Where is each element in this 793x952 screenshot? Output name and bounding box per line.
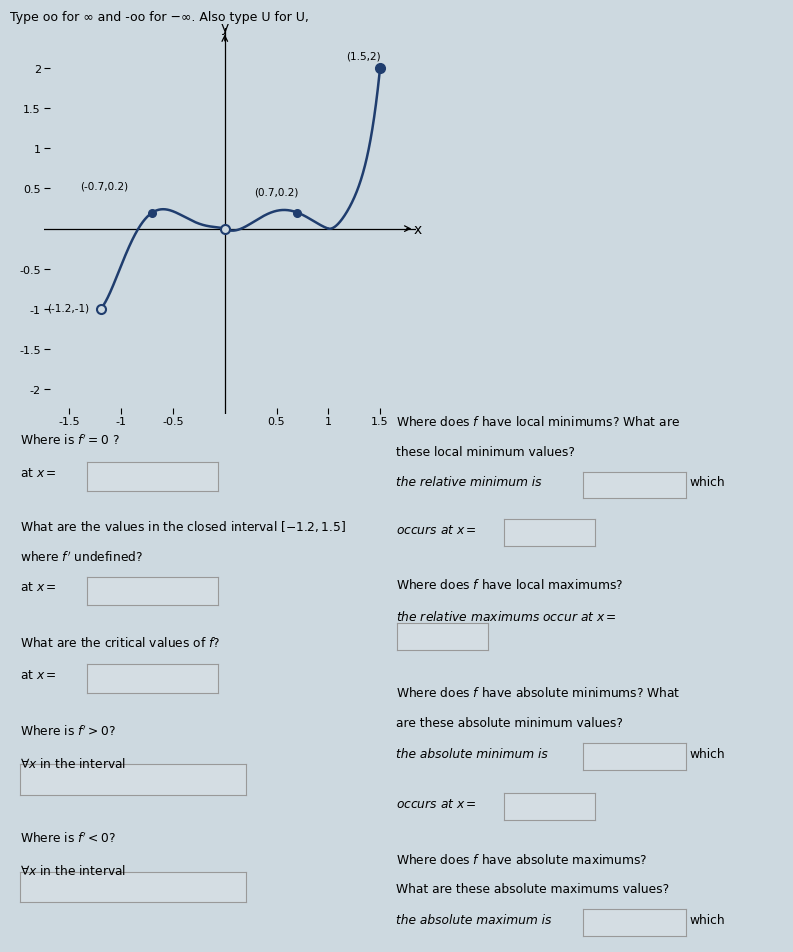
Text: occurs at $x=$: occurs at $x=$ <box>396 524 477 537</box>
Text: Where does $f$ have absolute minimums? What: Where does $f$ have absolute minimums? W… <box>396 685 681 700</box>
Text: at $x=$: at $x=$ <box>20 581 56 594</box>
Text: Type oo for ∞ and -oo for −∞. Also type U for U,: Type oo for ∞ and -oo for −∞. Also type … <box>10 11 309 25</box>
Text: at $x=$: at $x=$ <box>20 668 56 682</box>
Text: y: y <box>220 21 229 35</box>
Text: What are the values in the closed interval $[-1.2, 1.5]$: What are the values in the closed interv… <box>20 519 346 534</box>
Text: Where is $f'=0$ ?: Where is $f'=0$ ? <box>20 433 120 447</box>
Text: (-1.2,-1): (-1.2,-1) <box>47 304 89 313</box>
Text: which: which <box>690 476 726 489</box>
Text: the relative maximums occur at $x=$: the relative maximums occur at $x=$ <box>396 609 617 624</box>
Text: which: which <box>690 747 726 761</box>
Text: where $f'$ undefined?: where $f'$ undefined? <box>20 550 143 565</box>
Text: x: x <box>413 223 421 236</box>
Text: What are these absolute maximums values?: What are these absolute maximums values? <box>396 883 669 896</box>
Text: at $x=$: at $x=$ <box>20 466 56 480</box>
Text: $\forall x$ in the interval: $\forall x$ in the interval <box>20 863 126 878</box>
Text: Where does $f$ have local minimums? What are: Where does $f$ have local minimums? What… <box>396 414 680 428</box>
Text: (0.7,0.2): (0.7,0.2) <box>254 188 298 198</box>
Text: which: which <box>690 913 726 926</box>
Text: Where does $f$ have absolute maximums?: Where does $f$ have absolute maximums? <box>396 852 648 866</box>
Text: these local minimum values?: these local minimum values? <box>396 446 576 459</box>
Text: Where does $f$ have local maximums?: Where does $f$ have local maximums? <box>396 578 624 592</box>
Text: the absolute maximum is: the absolute maximum is <box>396 913 552 926</box>
Text: $\forall x$ in the interval: $\forall x$ in the interval <box>20 756 126 770</box>
Text: Where is $f'>0$?: Where is $f'>0$? <box>20 724 116 738</box>
Text: the absolute minimum is: the absolute minimum is <box>396 747 548 761</box>
Text: are these absolute minimum values?: are these absolute minimum values? <box>396 716 623 729</box>
Text: (-0.7,0.2): (-0.7,0.2) <box>80 181 128 191</box>
Text: the relative minimum is: the relative minimum is <box>396 476 542 489</box>
Text: What are the critical values of $f$?: What are the critical values of $f$? <box>20 635 220 649</box>
Text: Where is $f'<0$?: Where is $f'<0$? <box>20 831 116 845</box>
Text: (1.5,2): (1.5,2) <box>346 51 381 61</box>
Text: occurs at $x=$: occurs at $x=$ <box>396 797 477 810</box>
